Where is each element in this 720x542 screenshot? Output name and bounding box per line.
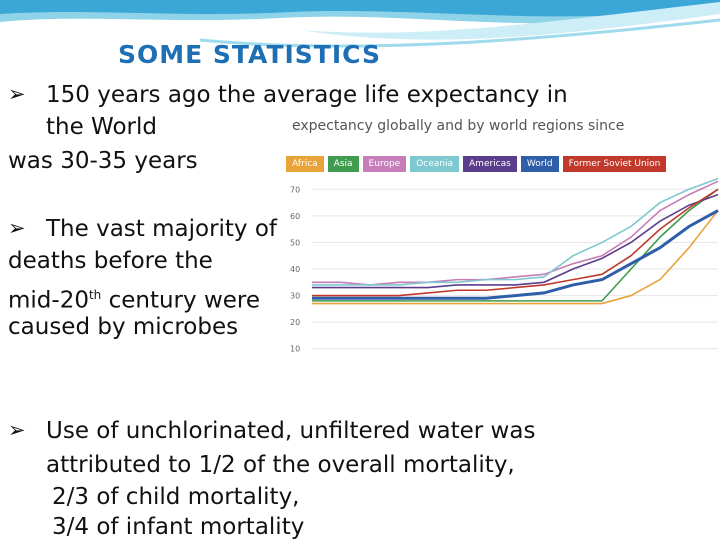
series-line-4 <box>312 193 719 289</box>
legend-item-3: Oceania <box>410 156 460 172</box>
bullet-2-line-3-end: century were <box>101 287 261 314</box>
bullet-1-line-1: 150 years ago the average life expectanc… <box>46 82 568 108</box>
y-tick-label-40: 40 <box>290 265 300 274</box>
header-wave-decoration <box>0 0 720 48</box>
bullet-3-line-4: 3/4 of infant mortality <box>52 514 305 540</box>
y-tick-label-60: 60 <box>290 212 300 221</box>
legend-item-2: Europe <box>362 156 407 172</box>
series-line-5 <box>312 209 719 300</box>
y-tick-label-70: 70 <box>290 185 300 194</box>
legend-item-5: World <box>520 156 559 172</box>
series-line-1 <box>312 188 719 302</box>
superscript-th: th <box>88 288 102 302</box>
series-line-6 <box>312 188 719 297</box>
legend-item-0: Africa <box>286 156 324 172</box>
bullet-2-line-3: mid-20th century were <box>8 280 260 316</box>
y-tick-label-50: 50 <box>290 238 300 247</box>
life-expectancy-chart: expectancy globally and by world regions… <box>286 112 720 374</box>
bullet-1-line-3: was 30-35 years <box>8 148 198 174</box>
legend-item-6: Former Soviet Union <box>562 156 667 172</box>
bullet-2-line-3-start: mid-20 <box>8 287 89 314</box>
y-tick-label-20: 20 <box>290 318 300 327</box>
series-line-2 <box>312 180 719 286</box>
bullet-3-line-2: attributed to 1/2 of the overall mortali… <box>46 452 515 478</box>
y-tick-label-10: 10 <box>290 345 300 354</box>
bullet-3-line-1: Use of unchlorinated, unfiltered water w… <box>46 418 536 444</box>
bullet-2-line-1: The vast majority of <box>46 216 278 242</box>
legend-item-1: Asia <box>327 156 359 172</box>
legend-item-4: Americas <box>463 156 517 172</box>
bullet-2-line-4: caused by microbes <box>8 314 239 340</box>
series-line-0 <box>312 210 719 305</box>
arrow-bullet-icon: ➢ <box>8 216 26 240</box>
arrow-bullet-icon: ➢ <box>8 82 26 106</box>
slide-title: SOME STATISTICS <box>118 40 381 69</box>
bullet-1-line-2: the World <box>46 114 157 140</box>
bullet-3-line-3: 2/3 of child mortality, <box>52 484 300 510</box>
bullet-2-line-2: deaths before the <box>8 248 213 274</box>
chart-legend: Africa Asia Europe Oceania Americas World Form… <box>286 156 670 172</box>
chart-title: expectancy globally and by world regions… <box>292 118 625 134</box>
y-tick-label-30: 30 <box>290 292 300 301</box>
series-line-3 <box>312 177 719 286</box>
arrow-bullet-icon: ➢ <box>8 418 26 442</box>
chart-plot: 10 20 30 40 50 60 70 <box>290 177 719 354</box>
